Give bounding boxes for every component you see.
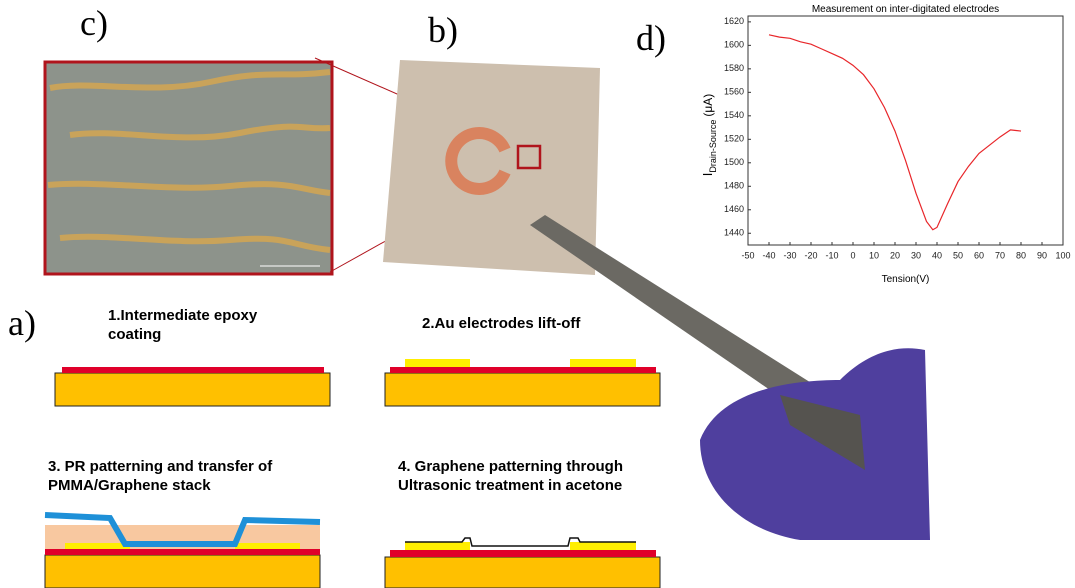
panel-label: c) xyxy=(80,3,108,43)
panel-label: b) xyxy=(428,10,458,50)
x-tick-label: -10 xyxy=(825,250,838,260)
micrograph xyxy=(45,62,332,274)
x-tick-label: 80 xyxy=(1016,250,1026,260)
x-tick-label: 0 xyxy=(850,250,855,260)
step-caption: 3. PR patterning and transfer of xyxy=(48,458,273,475)
figure: c) b) d) a) 1.Intermediate epoxy coating 2… xyxy=(0,0,1075,588)
y-tick-label: 1620 xyxy=(724,16,744,26)
step-caption: 4. Graphene patterning through xyxy=(398,458,623,475)
x-tick-label: 100 xyxy=(1055,250,1070,260)
x-tick-label: -30 xyxy=(783,250,796,260)
y-tick-label: 1540 xyxy=(724,110,744,120)
y-tick-label: 1480 xyxy=(724,181,744,191)
y-tick-label: 1520 xyxy=(724,134,744,144)
x-tick-label: 10 xyxy=(869,250,879,260)
step-caption: 2.Au electrodes lift-off xyxy=(422,315,581,332)
y-axis-label-part: Drain-Source xyxy=(708,120,718,173)
step-caption: coating xyxy=(108,326,161,343)
x-tick-label: 60 xyxy=(974,250,984,260)
x-tick-label: -50 xyxy=(741,250,754,260)
step-caption: PMMA/Graphene stack xyxy=(48,477,211,494)
y-tick-label: 1460 xyxy=(724,204,744,214)
x-tick-label: 70 xyxy=(995,250,1005,260)
x-tick-label: 90 xyxy=(1037,250,1047,260)
data-line xyxy=(769,35,1021,230)
y-tick-label: 1440 xyxy=(724,228,744,238)
x-tick-label: 20 xyxy=(890,250,900,260)
y-tick-label: 1600 xyxy=(724,40,744,50)
x-tick-label: 50 xyxy=(953,250,963,260)
x-tick-label: 30 xyxy=(911,250,921,260)
x-tick-label: 40 xyxy=(932,250,942,260)
x-axis-label: Tension(V) xyxy=(882,274,930,285)
y-tick-label: 1560 xyxy=(724,87,744,97)
y-tick-label: 1500 xyxy=(724,157,744,167)
panel-label: a) xyxy=(8,303,36,343)
x-tick-label: -40 xyxy=(762,250,775,260)
panel-label: d) xyxy=(636,18,666,58)
step-caption: Ultrasonic treatment in acetone xyxy=(398,477,622,494)
x-tick-label: -20 xyxy=(804,250,817,260)
y-axis-label: IDrain-Source(μA) xyxy=(700,94,718,177)
step-caption: 1.Intermediate epoxy xyxy=(108,307,258,324)
chart-title: Measurement on inter-digitated electrode… xyxy=(812,4,999,15)
y-tick-label: 1580 xyxy=(724,63,744,73)
y-axis-label-part: (μA) xyxy=(701,94,715,117)
